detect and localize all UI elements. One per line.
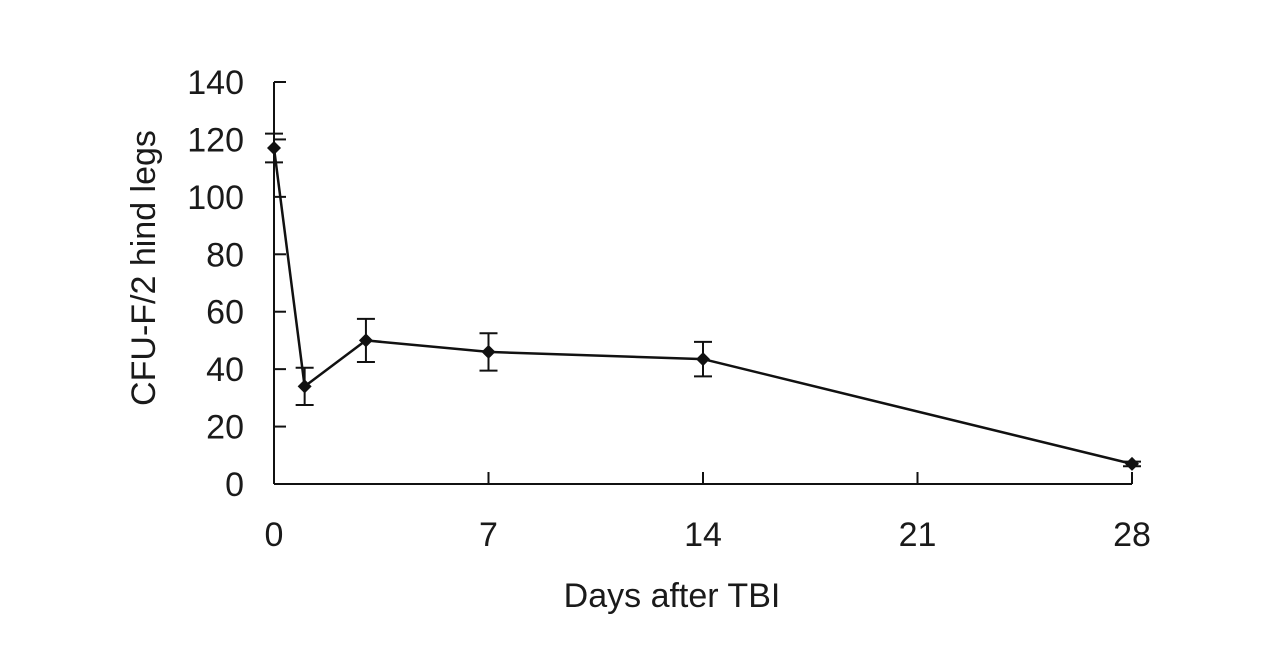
y-tick-label: 100 (187, 179, 244, 217)
y-tick-label: 0 (225, 466, 244, 504)
series (265, 132, 1141, 471)
x-tick-label: 28 (1113, 516, 1151, 554)
y-tick-label: 120 (187, 121, 244, 159)
y-tick-label: 60 (206, 294, 244, 332)
x-axis-title: Days after TBI (564, 577, 781, 615)
y-tick-label: 40 (206, 351, 244, 389)
data-point (696, 352, 710, 367)
y-tick-label: 80 (206, 236, 244, 274)
x-tick-label: 14 (684, 516, 722, 554)
series-line (272, 147, 1133, 466)
data-point (267, 141, 281, 156)
y-axis: 0 20 40 60 80 100 120 140 (187, 64, 286, 504)
y-axis-title: CFU-F/2 hind legs (125, 130, 163, 406)
data-point (481, 344, 496, 359)
x-axis: 0 7 14 21 28 (265, 472, 1151, 554)
y-tick-label: 20 (206, 409, 244, 447)
x-tick-label: 0 (265, 516, 284, 554)
data-point (1125, 456, 1139, 471)
data-point (358, 333, 373, 348)
y-tick-label: 140 (187, 64, 244, 102)
x-tick-label: 21 (899, 516, 937, 554)
x-tick-label: 7 (479, 516, 498, 554)
data-point (297, 379, 312, 394)
